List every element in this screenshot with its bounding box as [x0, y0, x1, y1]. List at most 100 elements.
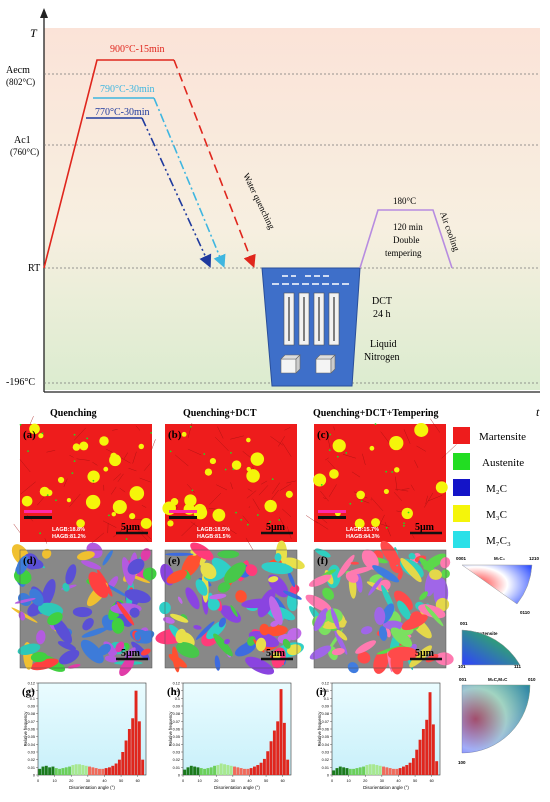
histogram-bar	[282, 722, 286, 775]
grain-boundary	[139, 477, 151, 483]
ipf-key-m2c-m3c-c2: 010	[528, 677, 536, 682]
heat-treatment-diagram: T t Aecm (802°C) Ac1 (760°C) RT -196°C 9…	[6, 8, 540, 419]
histogram-bar	[368, 764, 372, 775]
histogram-bar	[259, 762, 263, 775]
histogram-bar	[38, 768, 42, 775]
y-tick-label: 0.09	[28, 705, 35, 709]
grain-boundary	[117, 473, 124, 482]
grain-boundary	[384, 521, 391, 537]
grain	[65, 564, 77, 585]
grain	[380, 540, 400, 566]
austenite-dot	[189, 425, 192, 428]
grain-boundary	[46, 450, 56, 453]
grain	[166, 569, 188, 584]
grain-boundary	[135, 425, 141, 431]
grain	[390, 627, 413, 648]
y-tick-label: 0.01	[28, 766, 35, 770]
x-tick-label: 40	[247, 779, 251, 783]
grain	[440, 557, 451, 569]
grain	[441, 569, 450, 579]
carbide-particle	[209, 457, 217, 465]
x-tick-label: 60	[430, 779, 434, 783]
histogram-bar	[121, 752, 125, 775]
austenite-dot	[278, 519, 281, 521]
carbide-particle	[354, 518, 365, 529]
carbide-particle	[72, 443, 81, 451]
grain	[195, 621, 215, 640]
grain-boundary	[410, 484, 415, 491]
grain	[331, 648, 345, 656]
grain-boundary	[279, 517, 287, 530]
histogram-bar	[378, 765, 382, 775]
grain	[379, 626, 388, 641]
ipf-key-martensite-c1: 001	[460, 621, 468, 626]
grain-boundary	[378, 514, 385, 527]
histogram-bar	[91, 767, 95, 775]
legend-swatch-m3c	[453, 505, 470, 522]
x-tick-label: 40	[102, 779, 106, 783]
grain-boundary	[282, 508, 292, 518]
carbide-particle	[313, 473, 327, 487]
grain	[88, 571, 109, 598]
grain	[394, 590, 413, 611]
ac1-temp-label: (760°C)	[10, 147, 39, 157]
histogram-bar	[48, 767, 52, 775]
carbide-particle	[401, 507, 413, 520]
grain-boundary	[351, 471, 361, 478]
grain	[322, 587, 335, 600]
grain-boundary	[270, 436, 283, 446]
ipf-key-martensite-title: Martensite	[475, 631, 498, 636]
histogram-bar	[124, 740, 128, 775]
ipf-map-e: (e) 5μm	[155, 540, 305, 675]
grain	[282, 638, 291, 649]
x-tick-label: 60	[281, 779, 285, 783]
grain-boundary	[441, 444, 457, 459]
histogram-bar	[421, 729, 425, 775]
grain-boundary	[63, 478, 68, 487]
grain-boundary	[44, 538, 47, 544]
grain	[347, 662, 359, 674]
histogram-bar	[189, 765, 193, 775]
carbide-particle	[332, 439, 346, 453]
histogram-bar	[186, 767, 190, 775]
grain	[103, 582, 129, 598]
column-header-quenching-dct-tempering: Quenching+DCT+Tempering	[313, 408, 439, 419]
lagb-swatch	[24, 510, 52, 513]
carbide-particle	[181, 431, 187, 437]
histogram-bar	[101, 768, 105, 775]
grain-boundary	[217, 426, 224, 439]
carbide-particle	[76, 519, 85, 528]
grain	[209, 593, 227, 600]
grain	[272, 652, 281, 660]
grain	[47, 612, 63, 626]
dct-container	[261, 267, 361, 387]
carbide-particle	[394, 467, 400, 473]
carbide-particle	[383, 488, 389, 494]
histogram-bar	[98, 768, 101, 775]
histogram-bar	[418, 739, 422, 775]
grain	[409, 611, 423, 625]
austenite-dot	[71, 472, 74, 475]
column-header-quenching-dct: Quenching+DCT	[183, 408, 257, 419]
grain-boundary	[343, 454, 356, 459]
ipf-key-m7c3-c1: 0001	[456, 556, 467, 561]
y-tick-label: 0.02	[28, 758, 35, 762]
grain-boundary	[119, 487, 126, 493]
grain	[309, 645, 332, 660]
austenite-dot	[320, 483, 323, 486]
histogram-bar	[431, 724, 435, 775]
grain-boundary	[362, 453, 366, 466]
grain-boundary	[136, 526, 141, 532]
ipf-key-martensite-c2: 101	[458, 664, 466, 669]
ipf-key-m7c3: 0001 M₇C₃ 1210 0110	[456, 556, 540, 615]
x-tick-label: 40	[396, 779, 400, 783]
carbide-particle	[414, 422, 429, 437]
phase-legend: Martensite Austenite M₂C M₃C M₇C₃	[453, 427, 526, 548]
histogram-bar	[401, 766, 405, 775]
ipf-key-m7c3-c2: 1210	[529, 556, 540, 561]
ipf-key-m2c-m3c-title: M₂C,M₃C	[488, 677, 508, 682]
panel-tag: (b)	[168, 429, 182, 441]
lagb-swatch	[318, 510, 346, 513]
grain	[313, 608, 328, 631]
histogram-bar	[372, 764, 375, 775]
